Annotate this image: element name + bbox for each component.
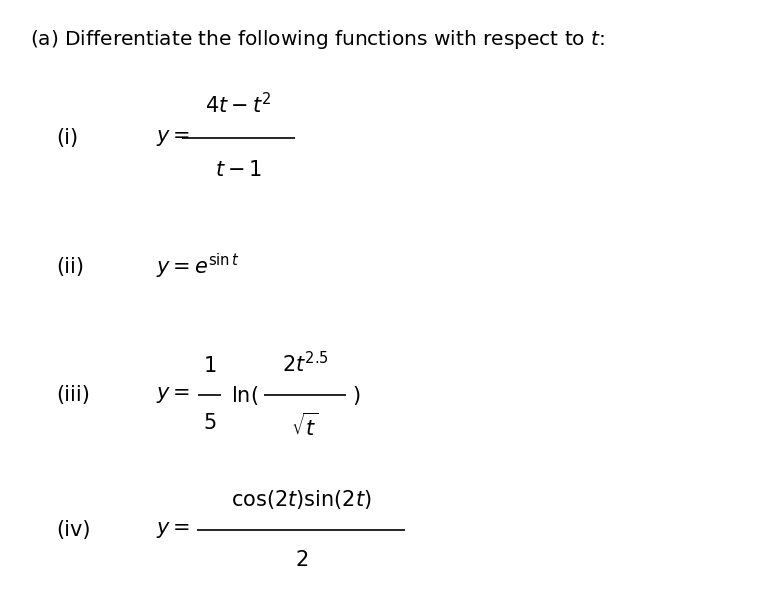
Text: $y =$: $y =$ xyxy=(156,520,191,540)
Text: $y =$: $y =$ xyxy=(156,128,191,148)
Text: (i): (i) xyxy=(56,128,78,148)
Text: $5$: $5$ xyxy=(203,413,217,433)
Text: (iv): (iv) xyxy=(56,520,91,540)
Text: $y = e^{\mathrm{sin}\,t}$: $y = e^{\mathrm{sin}\,t}$ xyxy=(156,252,240,281)
Text: $1$: $1$ xyxy=(203,356,217,376)
Text: $t-1$: $t-1$ xyxy=(215,160,262,180)
Text: $\cos(2t)\sin(2t)$: $\cos(2t)\sin(2t)$ xyxy=(231,488,371,511)
Text: (ii): (ii) xyxy=(56,257,84,276)
Text: $2t^{2.5}$: $2t^{2.5}$ xyxy=(282,351,328,376)
Text: (a) Differentiate the following functions with respect to $t$:: (a) Differentiate the following function… xyxy=(30,28,604,51)
Text: $4t-t^2$: $4t-t^2$ xyxy=(205,91,272,117)
Text: (iii): (iii) xyxy=(56,386,90,405)
Text: $y =$: $y =$ xyxy=(156,386,191,405)
Text: $)$: $)$ xyxy=(352,384,361,407)
Text: $\sqrt{t}$: $\sqrt{t}$ xyxy=(292,413,318,440)
Text: $2$: $2$ xyxy=(295,550,307,569)
Text: $\mathrm{ln}($: $\mathrm{ln}($ xyxy=(231,384,258,407)
